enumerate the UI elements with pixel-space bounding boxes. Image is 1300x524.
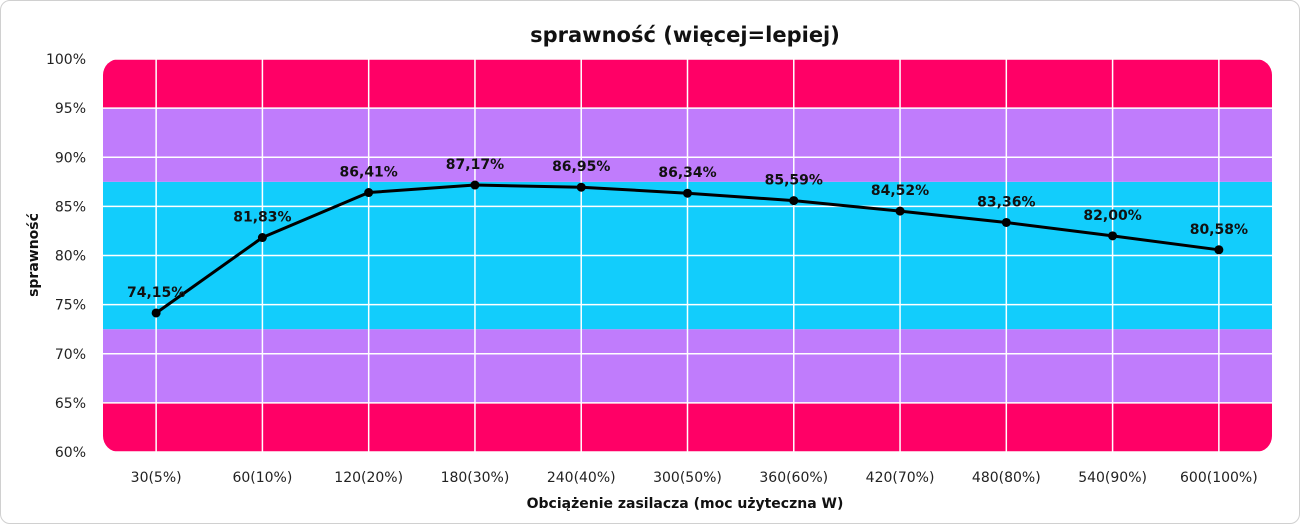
data-point-10 xyxy=(1214,245,1224,255)
y-tick-label-6: 90% xyxy=(55,150,86,166)
x-tick-label-6: 360(60%) xyxy=(759,470,828,486)
y-tick-label-2: 70% xyxy=(55,347,86,363)
x-tick-label-4: 240(40%) xyxy=(547,470,616,486)
x-tick-label-1: 60(10%) xyxy=(232,470,292,486)
data-point-4 xyxy=(576,182,586,192)
y-axis-ticks: 60% 65% 70% 75% 80% 85% 90% 95% 100% xyxy=(46,52,86,461)
data-label-3: 87,17% xyxy=(446,157,504,173)
chart-title: sprawność (więcej=lepiej) xyxy=(530,23,840,47)
data-labels: 74,15% 81,83% 86,41% 87,17% 86,95% 86,34% 85,5… xyxy=(127,157,1248,301)
y-tick-label-0: 60% xyxy=(55,445,86,461)
data-label-5: 86,34% xyxy=(658,165,716,181)
x-tick-label-10: 600(100%) xyxy=(1180,470,1258,486)
y-tick-label-3: 75% xyxy=(55,298,86,314)
x-tick-label-2: 120(20%) xyxy=(334,470,403,486)
data-label-6: 85,59% xyxy=(765,173,823,189)
efficiency-series xyxy=(151,180,1224,318)
x-tick-label-3: 180(30%) xyxy=(441,470,510,486)
y-tick-label-8: 100% xyxy=(46,52,86,68)
data-label-7: 84,52% xyxy=(871,183,929,199)
data-point-3 xyxy=(470,180,480,190)
y-tick-label-7: 95% xyxy=(55,101,86,117)
x-tick-label-8: 480(80%) xyxy=(972,470,1041,486)
y-axis-title: sprawność xyxy=(26,213,42,297)
gridlines xyxy=(103,58,1272,453)
data-label-10: 80,58% xyxy=(1190,222,1248,238)
y-tick-label-4: 80% xyxy=(55,249,86,265)
data-point-6 xyxy=(789,196,799,206)
y-tick-label-1: 65% xyxy=(55,396,86,412)
x-tick-label-7: 420(70%) xyxy=(866,470,935,486)
y-tick-label-5: 85% xyxy=(55,199,86,215)
x-axis-ticks: 30(5%) 60(10%) 120(20%) 180(30%) 240(40%) 300… xyxy=(131,470,1258,486)
x-tick-label-9: 540(90%) xyxy=(1078,470,1147,486)
data-point-5 xyxy=(683,188,692,198)
data-label-8: 83,36% xyxy=(977,194,1035,210)
data-label-9: 82,00% xyxy=(1083,208,1141,224)
data-point-1 xyxy=(257,233,267,243)
data-point-8 xyxy=(1001,217,1011,227)
data-point-9 xyxy=(1108,231,1118,241)
data-point-0 xyxy=(151,308,161,318)
data-label-0: 74,15% xyxy=(127,285,185,301)
data-label-2: 86,41% xyxy=(340,165,398,181)
data-point-2 xyxy=(364,188,374,198)
data-point-7 xyxy=(895,206,905,216)
data-label-1: 81,83% xyxy=(233,210,291,226)
x-axis-title: Obciążenie zasilacza (moc użyteczna W) xyxy=(527,496,844,512)
x-tick-label-5: 300(50%) xyxy=(653,470,722,486)
data-label-4: 86,95% xyxy=(552,159,610,175)
x-tick-label-0: 30(5%) xyxy=(131,470,182,486)
